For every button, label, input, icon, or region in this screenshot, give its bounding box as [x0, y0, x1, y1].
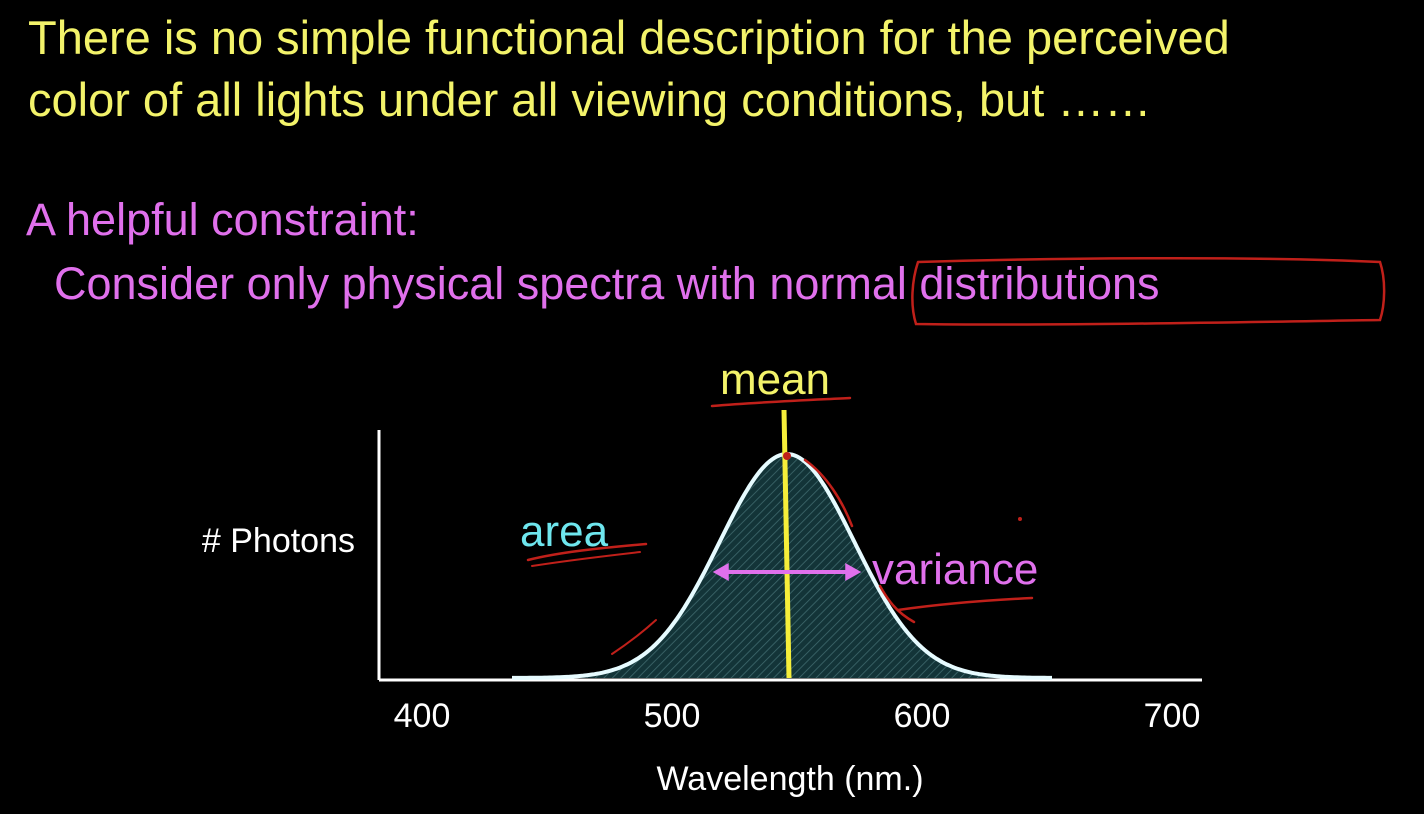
area-underline-annotation-2 — [531, 551, 641, 567]
x-tick-label-700: 700 — [1144, 697, 1201, 735]
constraint-title: A helpful constraint: — [26, 194, 419, 245]
x-tick-labels: 400 500 600 700 — [394, 697, 1201, 735]
x-tick-label-600: 600 — [894, 697, 951, 735]
y-axis-label: # Photons — [202, 522, 355, 560]
x-tick-label-400: 400 — [394, 697, 451, 735]
mean-peak-marker — [783, 452, 791, 460]
constraint-highlight: normal distributions — [769, 258, 1160, 309]
stray-dot-annotation — [1018, 517, 1022, 521]
highlight-box-annotation — [911, 256, 1386, 326]
headline-line-1: There is no simple functional descriptio… — [28, 11, 1230, 64]
x-axis-label: Wavelength (nm.) — [656, 760, 923, 798]
headline-line-2: color of all lights under all viewing co… — [28, 73, 1152, 126]
x-tick-label-500: 500 — [644, 697, 701, 735]
variance-arrow-right-head — [845, 563, 862, 581]
area-underline-annotation — [526, 542, 648, 562]
variance-arrow — [712, 563, 862, 581]
variance-label: variance — [872, 545, 1038, 594]
area-label: area — [520, 507, 609, 556]
peak-curve-annotation — [803, 458, 854, 528]
variance-curve-annotation — [878, 584, 916, 624]
mean-label: mean — [720, 355, 830, 404]
variance-arrow-left-head — [712, 563, 729, 581]
variance-underline-annotation — [896, 596, 1034, 612]
distribution-area — [512, 454, 1052, 678]
constraint-prefix: Consider only physical spectra with — [54, 258, 770, 309]
distribution-curve — [512, 451, 1052, 680]
constraint-body: Consider only physical spectra with norm… — [54, 258, 1160, 310]
left-tail-annotation — [611, 619, 657, 655]
mean-underline-annotation — [710, 396, 852, 408]
